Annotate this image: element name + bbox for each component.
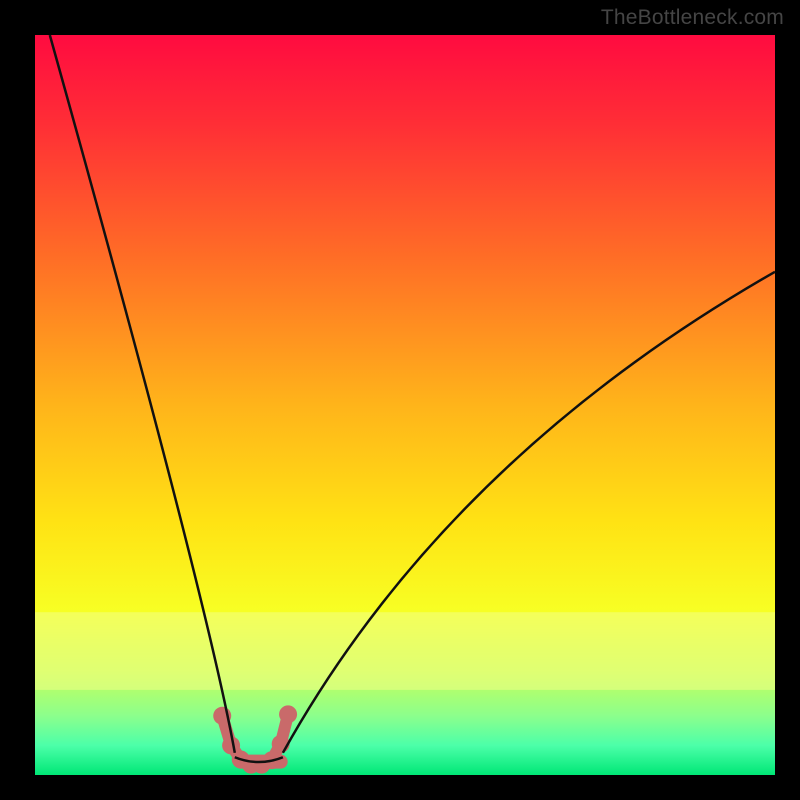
chart-svg [35, 35, 775, 775]
bottom-highlight-band [35, 612, 775, 690]
trough-dot [279, 705, 297, 723]
watermark-text: TheBottleneck.com [601, 6, 784, 30]
plot-area [35, 35, 775, 775]
